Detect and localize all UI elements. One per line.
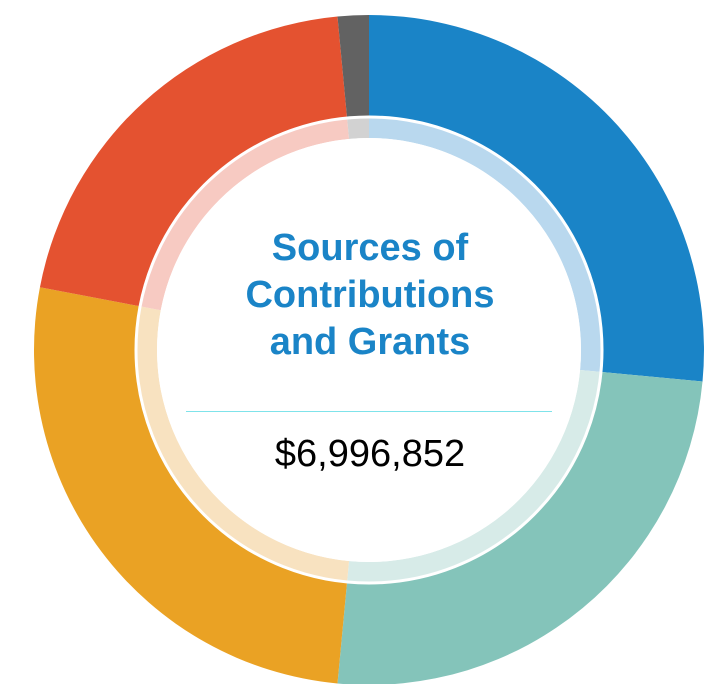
slice-outer-0 <box>369 15 704 382</box>
total-amount: $6,996,852 <box>274 433 466 475</box>
outer-ring <box>33 15 704 684</box>
slice-inner-2 <box>135 306 350 583</box>
slice-outer-1 <box>337 372 703 684</box>
slice-inner-4 <box>346 116 369 139</box>
slice-outer-4 <box>337 15 369 118</box>
slice-outer-3 <box>39 16 347 307</box>
slice-inner-1 <box>346 369 602 584</box>
chart-title: Sources of Contributions and Grants <box>245 227 495 363</box>
center-disc <box>157 138 581 562</box>
title-divider <box>186 411 552 412</box>
slice-outer-2 <box>33 287 347 684</box>
inner-ring-border <box>134 115 604 585</box>
slice-inner-0 <box>369 116 603 373</box>
